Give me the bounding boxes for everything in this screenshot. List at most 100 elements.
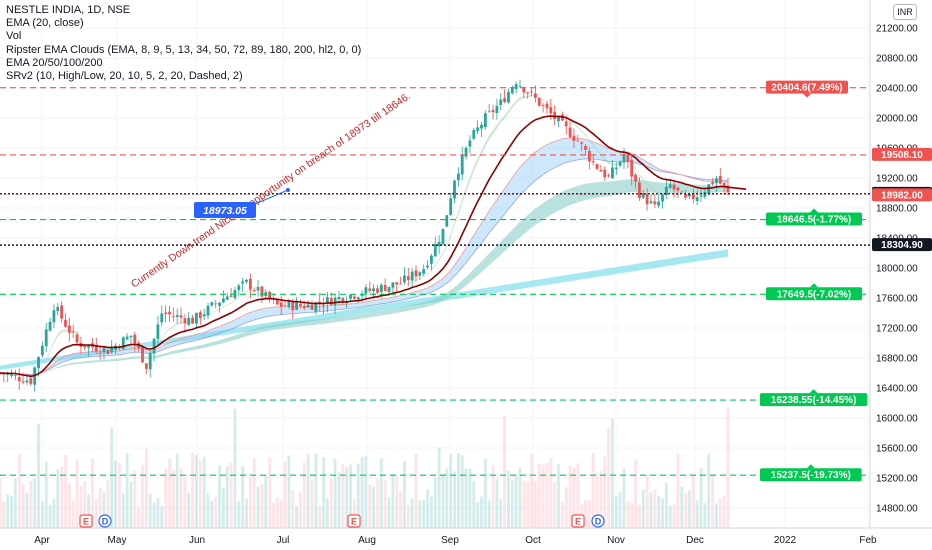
- earnings-marker[interactable]: E: [79, 514, 93, 528]
- volume-bar: [599, 471, 603, 528]
- volume-bar: [333, 458, 337, 528]
- volume-bar: [356, 463, 360, 528]
- currency-button[interactable]: INR: [893, 4, 917, 20]
- price-label-text: 15237.5(-19.73%): [771, 470, 851, 481]
- candle-body: [318, 301, 322, 304]
- volume-bar: [691, 473, 695, 528]
- x-tick-label: Sep: [441, 535, 459, 546]
- candle-body: [572, 135, 576, 141]
- legend-ema-set[interactable]: EMA 20/50/100/200: [6, 56, 103, 69]
- volume-bar: [322, 457, 325, 528]
- candle-body: [645, 193, 649, 205]
- candle-body: [83, 344, 87, 348]
- legend-srv2[interactable]: SRv2 (10, High/Low, 20, 10, 5, 2, 20, Da…: [6, 70, 243, 83]
- candle-body: [711, 182, 714, 185]
- volume-bar: [622, 468, 626, 528]
- marker-label: D: [102, 517, 109, 527]
- volume-bar: [175, 453, 179, 528]
- volume-bar: [40, 501, 44, 528]
- volume-bar: [87, 494, 90, 528]
- volume-bar: [60, 466, 64, 528]
- price-label-box: [760, 468, 862, 482]
- volume-bar: [707, 454, 711, 528]
- candle-body: [688, 193, 691, 197]
- price-label-pointer: [806, 464, 815, 469]
- candle-body: [568, 127, 572, 138]
- callout[interactable]: 18973.05: [194, 188, 290, 218]
- candle-body: [341, 298, 345, 303]
- legend-ripster[interactable]: Ripster EMA Clouds (EMA, 8, 9, 5, 13, 34…: [6, 43, 362, 56]
- volume-bar: [476, 502, 480, 528]
- legend-vol[interactable]: Vol: [6, 30, 22, 43]
- candle-body: [110, 347, 114, 353]
- y-tick-label: 16800.00: [876, 354, 918, 365]
- candle-body: [518, 85, 522, 87]
- candle-body: [333, 297, 337, 306]
- legend-ema[interactable]: EMA (20, close): [6, 17, 84, 30]
- candle-body: [60, 305, 64, 319]
- marker-shape: [79, 514, 93, 528]
- volume-bar: [403, 460, 406, 528]
- volume-bar: [391, 474, 395, 528]
- volume-bar: [456, 453, 460, 528]
- dividend-marker[interactable]: D: [591, 514, 605, 528]
- volume-bar: [10, 495, 13, 528]
- volume-bar: [688, 490, 691, 528]
- candle-body: [102, 347, 106, 352]
- earnings-marker[interactable]: E: [347, 514, 361, 528]
- candle-body: [460, 154, 464, 175]
- candle-body: [268, 291, 272, 300]
- price-label-pointer: [803, 93, 811, 98]
- volume-bar: [295, 506, 298, 528]
- volume-bar: [302, 462, 306, 528]
- ema-20-line: [0, 115, 729, 378]
- volume-bar: [510, 480, 514, 528]
- candle-body: [726, 185, 730, 193]
- candle-body: [287, 301, 291, 307]
- x-tick-label: Dec: [686, 535, 704, 546]
- y-tick-label: 21200.00: [876, 24, 918, 35]
- candle-body: [349, 294, 352, 299]
- volume-bar: [94, 498, 98, 528]
- volume-bar: [399, 491, 402, 528]
- candle-body: [14, 374, 17, 376]
- candle-body: [426, 265, 429, 268]
- volume-bar: [514, 475, 518, 528]
- legend-symbol[interactable]: NESTLE INDIA, 1D, NSE: [6, 4, 131, 16]
- candle-body: [187, 317, 191, 325]
- candle-body: [453, 180, 456, 199]
- candle-body: [599, 169, 603, 172]
- candle-body: [430, 255, 433, 264]
- volume-bar: [129, 481, 133, 528]
- earnings-marker[interactable]: E: [571, 514, 585, 528]
- volume-bar: [152, 502, 156, 528]
- dividend-marker[interactable]: D: [98, 514, 112, 528]
- volume-bar: [703, 503, 707, 528]
- volume-bar: [148, 493, 152, 528]
- price-label-resistance: 19508.10: [872, 147, 932, 161]
- candle-body: [148, 353, 152, 370]
- candle-body: [6, 373, 10, 375]
- volume-bar: [499, 499, 503, 528]
- volume-bar: [195, 454, 198, 528]
- y-tick-label: 17200.00: [876, 324, 918, 335]
- candle-body: [483, 113, 487, 128]
- price-label-box: [872, 147, 932, 161]
- volume-bar: [626, 500, 630, 528]
- volume-bar: [248, 477, 252, 528]
- candle-body: [141, 346, 144, 363]
- candle-body: [406, 276, 410, 281]
- candle-body: [618, 161, 622, 166]
- candle-body: [21, 381, 25, 383]
- candle-body: [75, 334, 79, 343]
- volume-bar: [44, 461, 48, 528]
- candle-body: [195, 312, 198, 324]
- volume-bar: [487, 500, 491, 528]
- candle-body: [433, 244, 437, 257]
- y-tick-label: 20000.00: [876, 114, 918, 125]
- volume-bar: [568, 466, 572, 528]
- volume-bar: [121, 493, 125, 528]
- price-label-text: 17649.5(-7.02%): [777, 289, 852, 300]
- volume-bar: [268, 457, 272, 528]
